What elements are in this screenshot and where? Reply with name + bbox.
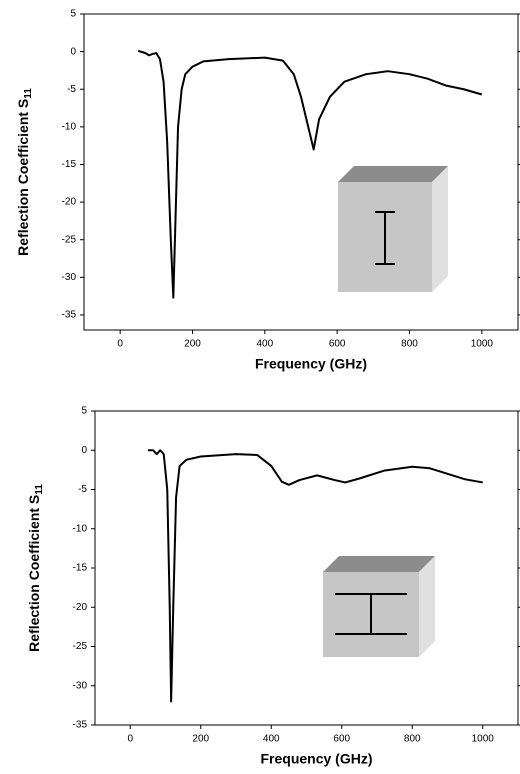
- y-tick-label: -35: [62, 310, 77, 321]
- y-axis-label-main: Reflection Coefficient S: [26, 495, 42, 652]
- plot-frame: [94, 410, 519, 726]
- x-tick-label: 600: [333, 734, 350, 745]
- cube-symbol: [375, 211, 395, 265]
- plot-frame: [83, 13, 519, 331]
- x-tick-label: 200: [184, 339, 201, 350]
- y-tick-label: -30: [73, 680, 88, 691]
- x-tick-label: 1000: [471, 339, 494, 350]
- y-tick-label: 0: [70, 46, 76, 57]
- y-tick-label: -15: [62, 159, 77, 170]
- x-axis-label: Frequency (GHz): [260, 751, 372, 767]
- x-tick-label: 0: [117, 339, 123, 350]
- x-tick-label: 800: [404, 734, 421, 745]
- x-tick-label: 200: [192, 734, 209, 745]
- y-axis-label-sub: 11: [34, 484, 45, 495]
- cube-top: [338, 166, 448, 182]
- y-axis-label: Reflection Coefficient S11: [26, 484, 45, 652]
- data-line: [147, 449, 483, 703]
- y-axis-label-sub: 11: [23, 88, 34, 99]
- x-tick-label: 0: [127, 734, 133, 745]
- y-tick-label: 5: [70, 9, 76, 20]
- y-tick-label: -5: [78, 484, 87, 495]
- y-tick-label: -30: [62, 272, 77, 283]
- y-tick-label: -5: [67, 84, 76, 95]
- y-tick-label: -20: [73, 602, 88, 613]
- y-tick-label: 0: [81, 445, 87, 456]
- y-axis-label-main: Reflection Coefficient S: [15, 99, 31, 256]
- y-tick-label: -15: [73, 563, 88, 574]
- y-tick-label: -35: [73, 720, 88, 731]
- y-tick-label: -10: [73, 523, 88, 534]
- cube-top: [323, 556, 435, 572]
- x-tick-label: 400: [263, 734, 280, 745]
- y-tick-label: -25: [73, 641, 88, 652]
- x-tick-label: 400: [256, 339, 273, 350]
- x-tick-label: 1000: [472, 734, 495, 745]
- data-line: [137, 49, 483, 299]
- x-tick-label: 800: [401, 339, 418, 350]
- y-tick-label: -25: [62, 234, 77, 245]
- x-axis-label: Frequency (GHz): [255, 356, 367, 372]
- y-tick-label: -10: [62, 121, 77, 132]
- y-axis-label: Reflection Coefficient S11: [15, 88, 34, 256]
- y-tick-label: 5: [81, 406, 87, 417]
- cube-side: [419, 556, 435, 657]
- y-tick-label: -20: [62, 197, 77, 208]
- cube-symbol: [335, 593, 407, 635]
- x-tick-label: 600: [329, 339, 346, 350]
- cube-side: [432, 166, 448, 292]
